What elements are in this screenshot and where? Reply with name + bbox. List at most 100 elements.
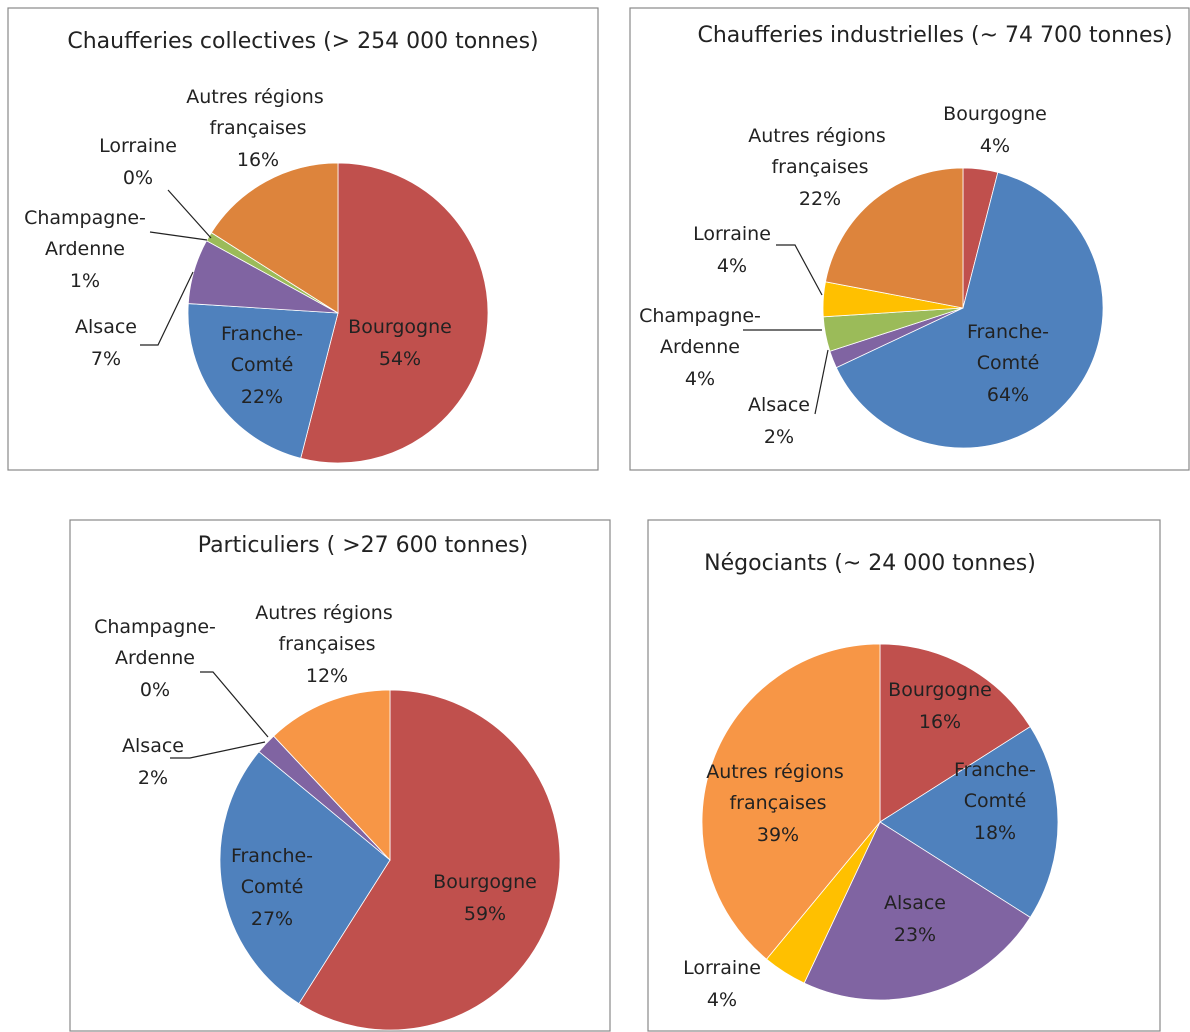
label-line: Lorraine — [683, 957, 761, 979]
label-line: Autres régions — [706, 761, 850, 783]
slice-label: Autres régions françaises — [748, 125, 892, 178]
pie-slice — [300, 162, 489, 464]
value-label: 2% — [764, 426, 794, 448]
label-line: Franche- — [954, 759, 1036, 781]
slice-label: Lorraine — [693, 223, 771, 245]
label-line: françaises — [278, 633, 375, 655]
label-line: Champagne- — [94, 616, 216, 638]
pie-slice — [273, 689, 391, 862]
leader-line — [814, 349, 829, 415]
label-line: françaises — [729, 792, 826, 814]
label-line: Ardenne — [660, 336, 740, 358]
slice-label: Franche- Comté — [954, 759, 1036, 812]
slice-label: Franche- Comté — [231, 845, 313, 898]
label-line: Bourgogne — [348, 316, 452, 338]
leader-line — [167, 189, 212, 239]
chart-title: Négociants (~ 24 000 tonnes) — [704, 551, 1036, 576]
value-label: 4% — [717, 255, 747, 277]
chart-title: Particuliers ( >27 600 tonnes) — [198, 533, 528, 558]
pie-slice — [187, 303, 339, 459]
slice-label: Franche- Comté — [221, 323, 303, 376]
label-line: françaises — [771, 156, 868, 178]
label-line: Ardenne — [45, 238, 125, 260]
value-label: 39% — [757, 824, 799, 846]
value-label: 7% — [91, 348, 121, 370]
value-label: 2% — [138, 767, 168, 789]
label-line: Comté — [231, 354, 294, 376]
slice-label: Lorraine — [99, 135, 177, 157]
label-line: françaises — [209, 117, 306, 139]
slice-label: Champagne- Ardenne — [24, 207, 146, 260]
pie-slice — [210, 162, 339, 314]
label-line: Ardenne — [115, 647, 195, 669]
leader-line — [140, 271, 194, 346]
slice-label: Lorraine — [683, 957, 761, 979]
value-label: 59% — [464, 903, 506, 925]
value-label: 0% — [140, 679, 170, 701]
pie-slice — [219, 751, 391, 1005]
label-line: Comté — [241, 876, 304, 898]
pie-slice — [701, 643, 881, 960]
value-label: 4% — [685, 368, 715, 390]
leader-line — [149, 231, 208, 241]
value-label: 0% — [123, 167, 153, 189]
slice-label: Bourgogne — [348, 316, 452, 338]
leader-line — [200, 671, 269, 738]
value-label: 16% — [919, 711, 961, 733]
pie-slice — [879, 643, 1031, 823]
value-label: 1% — [70, 270, 100, 292]
chart-title: Chaufferies industrielles (~ 74 700 tonn… — [697, 23, 1172, 48]
value-label: 18% — [974, 822, 1016, 844]
slice-label: Bourgogne — [433, 871, 537, 893]
label-line: Alsace — [884, 892, 946, 914]
value-label: 64% — [987, 384, 1029, 406]
leader-line — [170, 741, 266, 759]
label-line: Lorraine — [99, 135, 177, 157]
value-label: 12% — [306, 665, 348, 687]
slice-label: Autres régions françaises — [706, 761, 850, 814]
slice-label: Alsace — [75, 316, 137, 338]
slice-label: Alsace — [884, 892, 946, 914]
value-label: 54% — [379, 348, 421, 370]
label-line: Autres régions — [255, 602, 399, 624]
label-line: Autres régions — [186, 86, 330, 108]
slice-label: Alsace — [748, 394, 810, 416]
value-label: 16% — [237, 149, 279, 171]
value-label: 23% — [894, 924, 936, 946]
slice-label: Champagne- Ardenne — [94, 616, 216, 669]
slice-label: Franche- Comté — [967, 321, 1049, 374]
label-line: Lorraine — [693, 223, 771, 245]
pie-slice — [825, 167, 964, 309]
pie-slice — [803, 821, 1031, 1001]
value-label: 4% — [980, 135, 1010, 157]
value-label: 22% — [799, 188, 841, 210]
slice-label: Bourgogne — [943, 103, 1047, 125]
label-line: Alsace — [75, 316, 137, 338]
label-line: Alsace — [122, 735, 184, 757]
slice-label: Champagne- Ardenne — [639, 305, 761, 358]
label-line: Alsace — [748, 394, 810, 416]
chart-title: Chaufferies collectives (> 254 000 tonne… — [67, 29, 538, 54]
label-line: Autres régions — [748, 125, 892, 147]
label-line: Champagne- — [639, 305, 761, 327]
label-line: Bourgogne — [888, 679, 992, 701]
slice-label: Autres régions françaises — [255, 602, 399, 655]
label-line: Franche- — [221, 323, 303, 345]
pie-slice — [298, 689, 561, 1031]
label-line: Franche- — [967, 321, 1049, 343]
label-line: Champagne- — [24, 207, 146, 229]
pie-slice — [879, 726, 1059, 918]
value-label: 4% — [707, 989, 737, 1011]
value-label: 22% — [241, 386, 283, 408]
label-line: Bourgogne — [943, 103, 1047, 125]
label-line: Comté — [964, 790, 1027, 812]
slice-label: Alsace — [122, 735, 184, 757]
label-line: Comté — [977, 352, 1040, 374]
label-line: Franche- — [231, 845, 313, 867]
leader-line — [776, 244, 823, 296]
label-line: Bourgogne — [433, 871, 537, 893]
pie-slice — [835, 171, 1104, 449]
value-label: 27% — [251, 908, 293, 930]
slice-label: Bourgogne — [888, 679, 992, 701]
